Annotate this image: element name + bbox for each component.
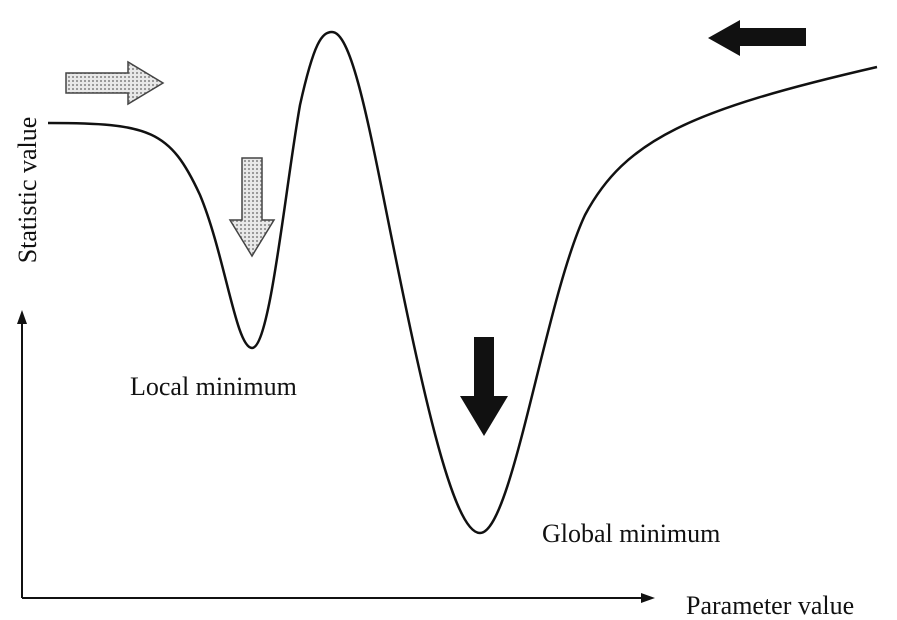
global-minimum-label: Global minimum xyxy=(542,519,720,548)
local-minimum-label: Local minimum xyxy=(130,372,297,401)
right-arrow xyxy=(65,60,165,106)
y-axis-label: Statistic value xyxy=(13,117,42,264)
down-arrow-black xyxy=(460,337,508,436)
down-arrow-gray xyxy=(228,157,276,258)
left-arrow xyxy=(708,20,806,56)
y-axis-arrowhead xyxy=(17,310,27,324)
x-axis-label: Parameter value xyxy=(686,591,854,620)
x-axis-arrowhead xyxy=(641,593,655,603)
statistic-curve xyxy=(47,30,878,535)
